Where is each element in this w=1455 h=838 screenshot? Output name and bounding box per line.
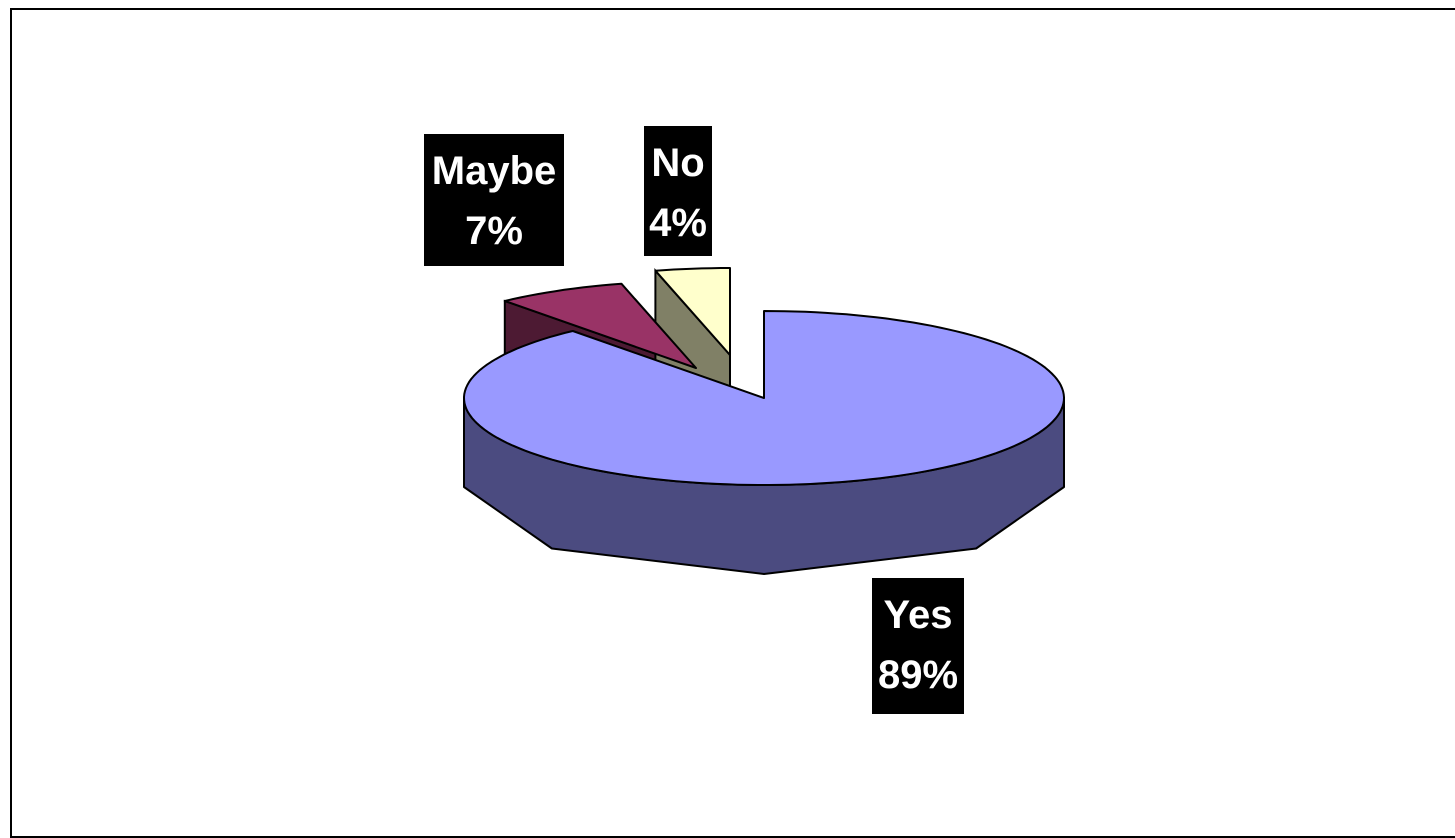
slice-label-yes: Yes 89% <box>872 578 964 714</box>
slice-label-yes-percent: 89% <box>878 653 958 697</box>
slice-label-maybe-box <box>424 134 564 266</box>
slice-label-no-percent: 4% <box>649 201 707 245</box>
slice-label-maybe-name: Maybe <box>432 149 557 193</box>
slice-maybe-top <box>503 282 697 369</box>
slice-no-top <box>654 267 731 356</box>
slice-label-yes-box <box>872 578 964 714</box>
slice-label-no-name: No <box>651 141 704 185</box>
slice-yes-top <box>463 310 1065 486</box>
slice-label-maybe-percent: 7% <box>465 209 523 253</box>
slice-label-yes-name: Yes <box>884 593 953 637</box>
pie-top-faces <box>463 267 1065 486</box>
slice-label-no-box <box>644 126 712 256</box>
slice-label-no: No 4% <box>644 126 712 256</box>
slice-label-maybe: Maybe 7% <box>424 134 564 266</box>
slice-labels: Yes 89% Maybe 7% No 4% <box>424 126 964 714</box>
